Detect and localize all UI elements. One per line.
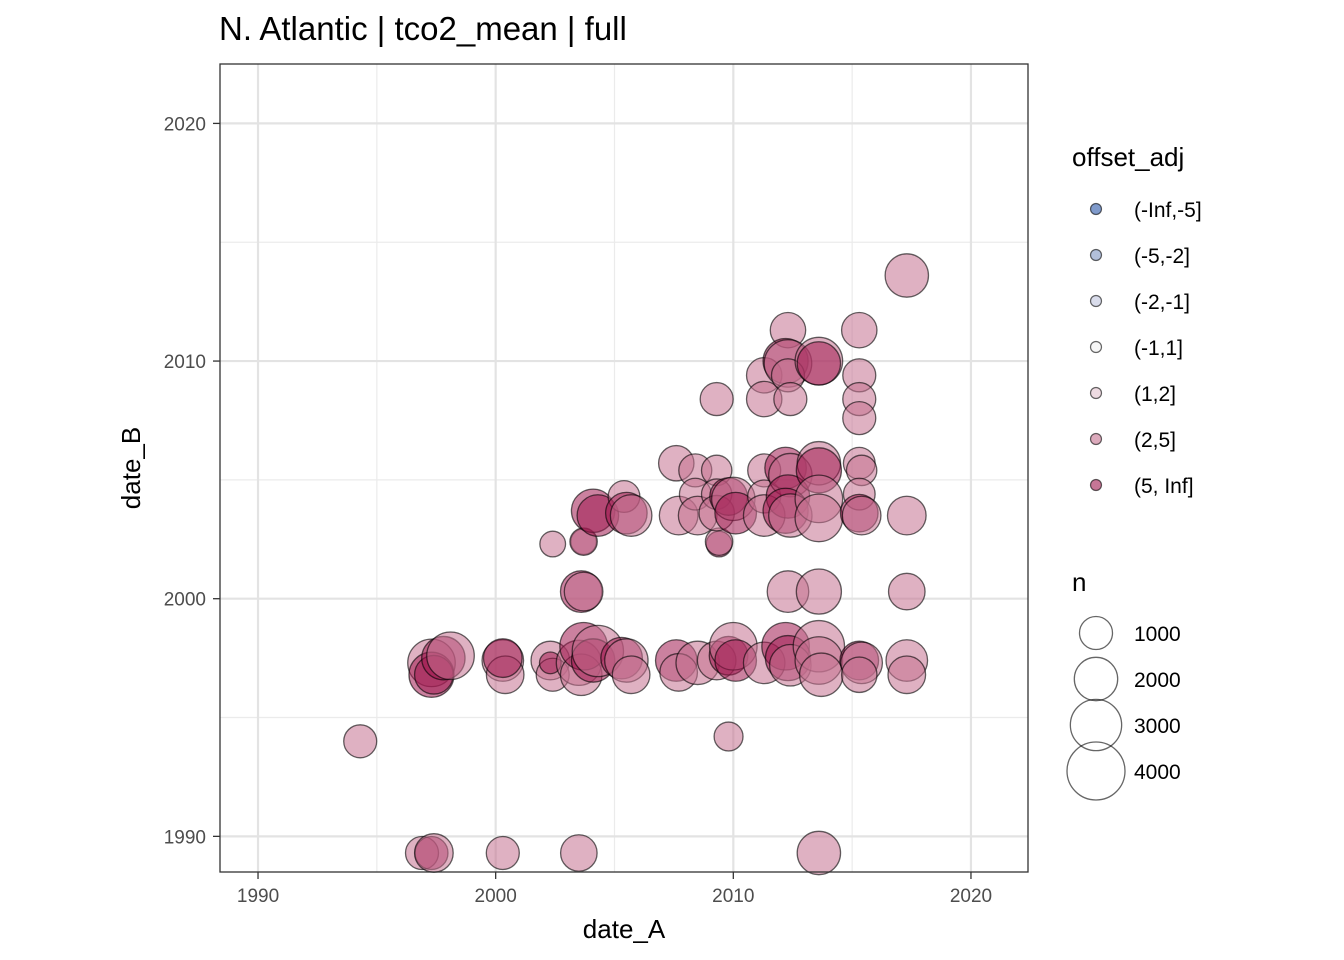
color-legend-key [1089, 340, 1103, 354]
data-point [609, 494, 653, 537]
color-legend-key [1089, 202, 1103, 216]
data-point [611, 655, 651, 695]
color-legend-title: offset_adj [1072, 142, 1184, 172]
data-point [485, 835, 520, 871]
color-legend: offset_adj (-Inf,-5] (-5,-2] (-2,-1] (-1,1]… [1072, 142, 1202, 498]
color-legend-key [1089, 294, 1103, 308]
color-legend-key [1089, 386, 1103, 400]
panel-background [220, 64, 1028, 872]
y-tick-label: 2010 [164, 352, 206, 373]
x-tick-label: 2010 [712, 886, 754, 907]
data-point [343, 724, 378, 759]
color-legend-label: (-5,-2] [1134, 245, 1190, 268]
size-legend-key [1069, 698, 1123, 752]
data-point [796, 341, 842, 386]
size-legend-label: 4000 [1134, 761, 1181, 784]
x-axis-title: date_A [583, 914, 666, 944]
color-legend-label: (5, Inf] [1134, 475, 1194, 498]
x-tick-label: 1990 [237, 886, 279, 907]
chart-title: N. Atlantic | tco2_mean | full [219, 10, 627, 47]
color-legend-label: (1,2] [1134, 383, 1176, 406]
data-point [841, 495, 882, 536]
data-point [886, 495, 927, 536]
data-point [482, 638, 523, 679]
color-legend-key [1089, 248, 1103, 262]
data-point [884, 253, 930, 298]
size-legend-key [1073, 656, 1119, 702]
size-legend-title: n [1072, 567, 1086, 597]
color-legend-label: (2,5] [1134, 429, 1176, 452]
color-legend-label: (-1,1] [1134, 337, 1183, 360]
size-legend-label: 2000 [1134, 669, 1181, 692]
data-point [699, 381, 734, 417]
y-axis-title: date_B [116, 427, 146, 509]
data-point [539, 530, 567, 558]
y-tick-label: 2000 [164, 590, 206, 611]
data-point [559, 834, 598, 872]
size-legend-key [1078, 615, 1114, 651]
size-legend-items: 1000 2000 3000 4000 [1066, 615, 1181, 801]
data-point [795, 568, 843, 615]
color-legend-key [1089, 432, 1103, 446]
x-tick-label: 2020 [950, 886, 992, 907]
data-point [840, 311, 878, 349]
data-point [840, 656, 878, 694]
data-point [563, 571, 604, 612]
color-legend-label: (-2,-1] [1134, 291, 1190, 314]
y-tick-label: 1990 [164, 827, 206, 848]
color-legend-label: (-Inf,-5] [1134, 199, 1202, 222]
data-point [798, 652, 844, 698]
panel-border [219, 63, 1029, 873]
size-legend-label: 3000 [1134, 715, 1181, 738]
size-legend: n 1000 2000 3000 4000 [1066, 567, 1181, 801]
major-gridlines [220, 64, 1028, 872]
data-point [887, 655, 927, 695]
data-point [796, 830, 842, 876]
data-point [887, 572, 926, 611]
data-point [713, 721, 744, 752]
data-points [343, 253, 930, 876]
y-axis: 1990 2000 2010 2020 [164, 114, 220, 848]
color-legend-key [1089, 478, 1103, 492]
size-legend-label: 1000 [1134, 623, 1181, 646]
color-legend-items: (-Inf,-5] (-5,-2] (-2,-1] (-1,1] (1,2] (2,5] (… [1089, 199, 1202, 498]
y-tick-label: 2020 [164, 114, 206, 135]
size-legend-key [1066, 741, 1126, 801]
data-point [426, 631, 475, 681]
data-point [773, 381, 808, 417]
data-point [794, 493, 844, 543]
plot-panel [219, 63, 1029, 876]
data-point [842, 400, 877, 436]
x-axis: 1990 2000 2010 2020 [237, 872, 992, 907]
data-point [413, 833, 454, 873]
x-tick-label: 2000 [475, 886, 517, 907]
